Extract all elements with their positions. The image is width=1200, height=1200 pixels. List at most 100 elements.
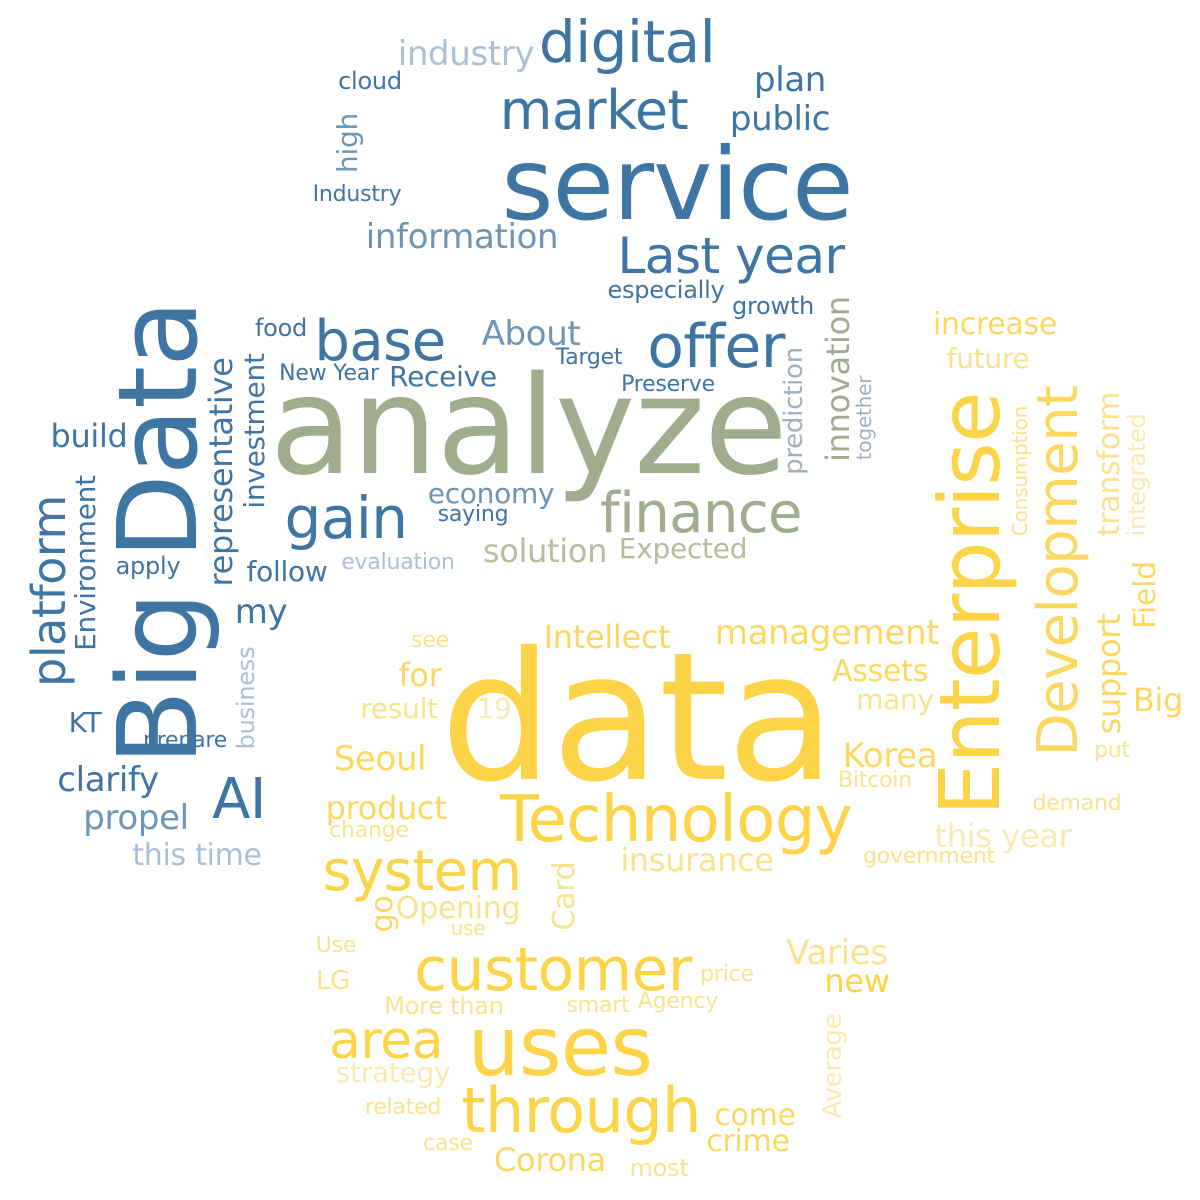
word-market: market (499, 79, 689, 142)
word-demand: demand (1032, 791, 1122, 816)
word-business: business (232, 646, 260, 750)
word-high: high (331, 113, 364, 173)
word-digital: digital (538, 8, 716, 76)
word-strategy: strategy (335, 1056, 451, 1089)
word-integrated: integrated (1123, 413, 1151, 537)
word-industry-lower: industry (397, 34, 535, 74)
word-19: 19 (476, 692, 512, 725)
word-big: Big (1132, 681, 1184, 719)
word-analyze: analyze (269, 348, 788, 506)
word-crime: crime (706, 1124, 790, 1159)
word-food: food (254, 314, 308, 342)
word-card: Card (547, 861, 582, 931)
word-smart: smart (566, 993, 630, 1018)
word-for: for (398, 656, 442, 694)
word-offer: offer (647, 312, 785, 382)
word-support: support (1090, 613, 1128, 735)
word-many: many (856, 683, 934, 716)
word-bitcoin: Bitcoin (838, 768, 912, 793)
word-uses: uses (467, 1000, 653, 1095)
word-average: Average (818, 1013, 848, 1119)
word-intellect: Intellect (543, 618, 671, 656)
word-more-than: More than (384, 992, 504, 1020)
word-seoul: Seoul (333, 739, 427, 779)
word-assets: Assets (832, 654, 928, 689)
word-base: base (314, 309, 446, 374)
word-area: area (329, 1011, 443, 1071)
word-innovation: innovation (819, 296, 857, 462)
word-propel: propel (83, 798, 189, 838)
word-opening: Opening (395, 891, 521, 926)
word-environment: Environment (69, 475, 102, 651)
word-public: public (729, 99, 831, 139)
word-economy: economy (427, 477, 555, 510)
word-korea: Korea (842, 736, 938, 776)
word-consumption: Consumption (1008, 405, 1032, 537)
word-build: build (50, 417, 128, 455)
word-service: service (501, 126, 853, 243)
word-information: information (365, 217, 559, 257)
word-enterprise: Enterprise (921, 392, 1019, 816)
word-saying: saying (437, 502, 509, 527)
word-lg: LG (315, 966, 351, 996)
word-result: result (360, 692, 438, 725)
word-gain: gain (284, 484, 409, 552)
word-industry-cap: Industry (312, 182, 402, 207)
word-management: management (714, 613, 940, 653)
word-investment: investment (238, 353, 271, 509)
word-increase: increase (932, 307, 1058, 342)
word-customer: customer (414, 935, 692, 1005)
word-see: see (411, 628, 449, 653)
word-together: together (852, 375, 876, 461)
word-field: Field (1128, 561, 1163, 629)
word-through: through (461, 1074, 701, 1147)
word-transform: transform (1092, 391, 1127, 537)
word-go: go (365, 895, 400, 933)
word-about: About (481, 314, 581, 354)
word-prediction: prediction (779, 347, 809, 475)
word-put: put (1094, 738, 1130, 763)
word-solution: solution (482, 532, 608, 570)
word-prepare: prepare (142, 728, 228, 753)
word-come: come (714, 1098, 796, 1133)
word-use-cap: Use (315, 933, 357, 958)
word-new-year: New Year (279, 361, 379, 386)
word-clarify: clarify (57, 760, 159, 800)
word-cloud-term: cloud (338, 67, 402, 95)
word-use-lower: use (450, 916, 486, 940)
word-price: price (700, 962, 754, 987)
word-future: future (946, 342, 1030, 375)
word-evaluation: evaluation (341, 550, 455, 575)
word-apply: apply (115, 552, 181, 580)
word-system: system (322, 839, 522, 904)
word-preserve: Preserve (621, 372, 715, 397)
word-follow: follow (246, 555, 328, 588)
word-my: my (234, 592, 288, 632)
word-varies: Varies (786, 933, 888, 973)
word-platform: platform (22, 495, 76, 687)
word-agency: Agency (637, 989, 719, 1014)
word-corona: Corona (494, 1141, 606, 1179)
word-ai: AI (212, 767, 266, 832)
word-this-time: this time (132, 838, 262, 873)
word-target: Target (555, 345, 623, 370)
word-technology: Technology (499, 783, 853, 857)
word-this-year: this year (934, 817, 1072, 855)
word-development: Development (1026, 385, 1091, 757)
word-data: data (440, 614, 836, 821)
word-kt: KT (68, 706, 102, 739)
word-insurance: insurance (620, 841, 774, 879)
word-plan: plan (753, 60, 827, 100)
word-product: product (325, 789, 447, 827)
word-representative: representative (202, 357, 240, 587)
word-expected: Expected (618, 532, 748, 565)
word-finance: finance (600, 481, 802, 546)
word-government: government (863, 844, 995, 869)
word-related: related (364, 1095, 442, 1120)
word-receive: Receive (389, 360, 497, 393)
word-case: case (423, 1131, 473, 1156)
word-change: change (329, 818, 409, 843)
word-big-data: Big Data (94, 300, 222, 766)
word-last-year: Last year (617, 227, 845, 285)
